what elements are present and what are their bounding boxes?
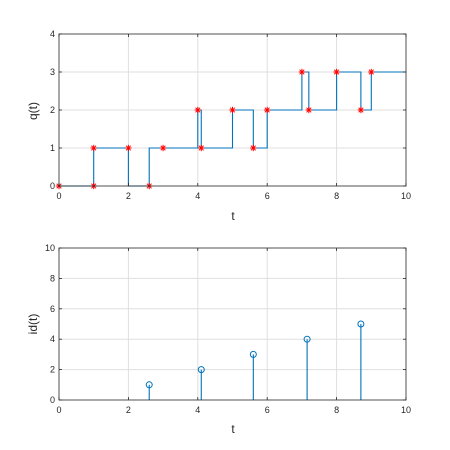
- top-ytick-label: 3: [50, 67, 55, 77]
- stem-marker: [249, 350, 257, 358]
- bottom-axes-background: [59, 248, 406, 400]
- top-xtick-label: 2: [126, 191, 131, 201]
- top-xtick-label: 10: [401, 191, 411, 201]
- bottom-subplot: id(t) t 0 2 4 6 8 10 0 2 4 6 8 10: [26, 243, 411, 436]
- top-xtick-label: 6: [265, 191, 270, 201]
- bottom-xtick-label: 8: [334, 405, 339, 415]
- bottom-ytick-label: 10: [45, 243, 55, 253]
- top-ytick-label: 0: [50, 181, 55, 191]
- top-subplot: q(t) t 0 2 4 6 8 10 0 1 2 3 4: [26, 29, 411, 223]
- asterisk-marker: [333, 68, 340, 76]
- top-xtick-label: 8: [334, 191, 339, 201]
- asterisk-marker: [305, 106, 313, 114]
- stem-marker: [357, 320, 365, 328]
- asterisk-marker: [198, 144, 205, 152]
- bottom-ytick-label: 0: [50, 395, 55, 405]
- bottom-xtick-label: 10: [401, 405, 411, 415]
- bottom-ytick-label: 6: [50, 304, 55, 314]
- asterisk-marker: [264, 106, 271, 114]
- bottom-ylabel: id(t): [26, 314, 40, 335]
- asterisk-marker: [159, 144, 167, 152]
- asterisk-marker: [357, 106, 365, 114]
- bottom-xtick-label: 6: [265, 405, 270, 415]
- bottom-axes-frame: [58, 247, 407, 401]
- asterisk-marker: [229, 106, 236, 114]
- top-ylabel: q(t): [26, 102, 40, 120]
- bottom-xtick-label: 2: [126, 405, 131, 415]
- bottom-ytick-label: 2: [50, 365, 55, 375]
- bottom-ytick-label: 8: [50, 273, 55, 283]
- asterisk-marker: [250, 144, 257, 152]
- bottom-xtick-label: 4: [195, 405, 200, 415]
- asterisk-marker: [90, 144, 97, 152]
- asterisk-marker: [298, 68, 306, 76]
- asterisk-marker: [125, 144, 132, 152]
- stem-marker: [197, 366, 205, 374]
- bottom-ytick-label: 4: [50, 334, 55, 344]
- bottom-xtick-label: 0: [56, 405, 61, 415]
- asterisk-marker: [368, 68, 375, 76]
- top-xtick-label: 4: [195, 191, 200, 201]
- stem-marker: [145, 381, 153, 389]
- top-ytick-label: 1: [50, 143, 55, 153]
- top-xlabel: t: [231, 209, 235, 223]
- stem-marker: [303, 335, 311, 343]
- bottom-xlabel: t: [231, 422, 235, 436]
- top-xtick-label: 0: [56, 191, 61, 201]
- top-ytick-label: 4: [50, 29, 55, 39]
- asterisk-marker: [194, 106, 201, 114]
- top-ytick-label: 2: [50, 105, 55, 115]
